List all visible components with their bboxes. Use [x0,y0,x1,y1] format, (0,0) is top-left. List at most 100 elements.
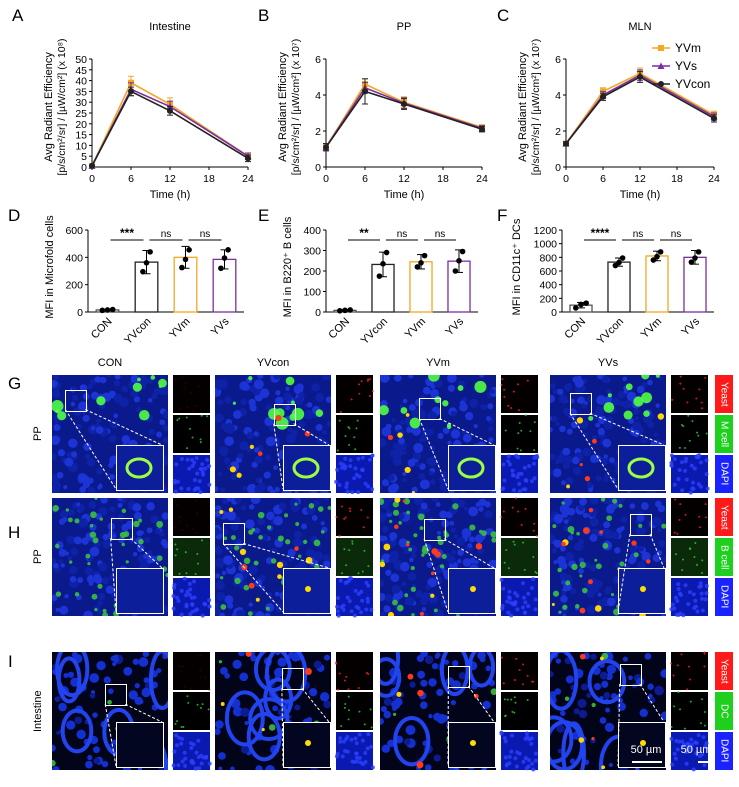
nucleus [151,393,158,400]
nucleus [636,514,645,522]
thumb-dot [344,703,347,706]
yeast-signal [405,413,410,417]
nucleus [93,757,101,765]
green-signal [603,402,615,413]
thumb-dot [675,747,680,752]
nucleus [218,766,223,770]
y-axis-label: MFI in CD11c⁺ DCs [511,218,523,315]
nucleus [76,502,81,507]
thumb-dot [199,441,202,444]
nucleus [282,392,292,402]
nucleus [399,420,405,425]
thumb-dot [506,610,511,615]
nucleus [641,382,648,388]
nucleus [60,563,65,568]
nucleus [619,400,625,407]
channel-tag-yeast: Yeast [715,652,733,690]
yeast-signal [380,561,386,568]
green-signal [574,604,580,609]
thumb-dot [347,709,350,712]
thumb-dot [350,759,355,764]
marker-channel-thumb [336,415,373,453]
nucleus [132,552,138,557]
nucleus [82,414,90,422]
thumb-dot [678,518,681,521]
yeast-signal [261,727,265,732]
nucleus [475,502,481,508]
nucleus [89,693,96,699]
thumb-dot [335,609,340,614]
thumb-dot [194,405,197,408]
thumb-dot [342,466,347,471]
yeast-signal [430,571,435,576]
thumb-dot [335,661,338,664]
nucleus [441,471,448,477]
thumb-dot [516,447,519,450]
inset-content [457,457,485,479]
yeast-signal [220,702,225,706]
thumb-dot [350,490,355,495]
thumb-dot [338,736,343,741]
nucleus [287,548,296,557]
thumb-dot [533,522,536,525]
thumb-dot [700,596,705,601]
yeast-signal [579,607,586,614]
nucleus [67,508,75,516]
scale-bar-main-label: 50 µm [630,744,662,756]
green-signal [552,590,560,597]
thumb-dot [500,516,503,519]
thumb-dot [517,510,520,513]
thumb-dot [356,606,361,611]
thumb-texture [174,695,210,729]
thumb-dot [191,436,194,439]
yeast-signal [383,543,391,551]
nucleus [315,392,325,402]
thumb-dot [353,466,358,471]
nucleus [388,538,397,547]
nucleus [584,562,591,569]
thumb-dot [370,487,375,492]
nucleus [254,447,260,453]
inset-content [305,586,311,592]
thumb-dot [669,453,674,458]
panel-letter-d: D [8,206,21,225]
data-point [650,257,657,263]
nucleus [380,485,383,490]
green-signal [456,613,460,616]
x-axis-label: Time (h) [150,189,191,201]
nucleus [457,549,464,556]
nucleus [215,557,225,568]
nucleus [589,517,599,527]
nucleus [446,555,456,564]
y-tick-label: 25 [75,108,87,120]
green-signal [452,503,459,510]
thumb-dot [172,480,177,485]
y-tick-label: 0 [555,162,561,174]
thumb-dot [361,570,364,573]
thumb-dot [207,482,212,487]
green-signal [582,587,588,594]
green-signal [409,417,421,429]
green-signal [490,531,496,538]
villus [264,652,308,704]
data-point [89,162,95,169]
thumb-dot [173,526,176,529]
thumb-dot [704,503,707,506]
thumb-dot [344,481,349,486]
inset-content [470,740,476,746]
nucleus [414,398,423,407]
thumb-dot [521,487,526,492]
channel-tag-yeast: Yeast [715,375,733,413]
dapi-channel-thumb [172,455,212,495]
nucleus [629,503,636,509]
yeast-signal [248,582,255,589]
nucleus [162,411,168,419]
nucleus [601,375,610,384]
thumb-texture [499,577,538,618]
nucleus [595,422,601,428]
nucleus [606,664,617,675]
thumb-dot [684,477,689,482]
thumb-dot [703,597,708,602]
nucleus [248,504,255,510]
